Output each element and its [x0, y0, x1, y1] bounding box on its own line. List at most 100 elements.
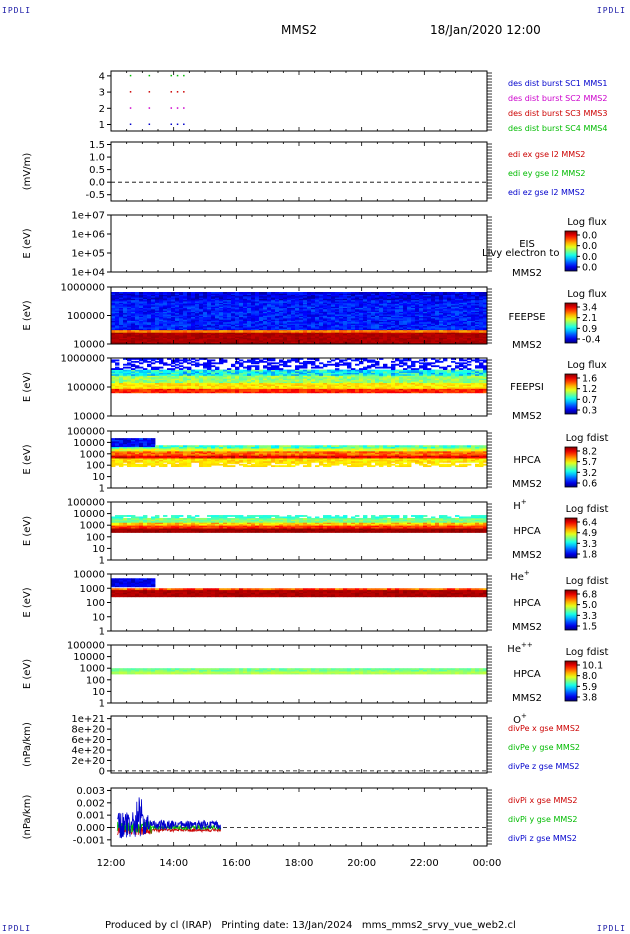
panel-divpe-legend-0: divPe x gse MMS2: [508, 724, 580, 733]
panel-feepsi-colorbar-tick-0: 1.6: [582, 374, 597, 385]
panel-feepse-spectrogram: [111, 292, 488, 345]
panel-divpe-ytick-5: 0: [99, 766, 105, 777]
panel-divpi-ytick-1: 0.002: [76, 798, 105, 809]
panel-divpi-legend-2: divPi z gse MMS2: [508, 834, 577, 843]
burst-mark-sc1-0: [129, 123, 132, 126]
panel-hpca-hepp-colorbar-tick-3: 1.5: [582, 622, 597, 633]
panel-hpca-h-ytick-0: 100000: [67, 427, 105, 438]
panel-hpca-hepp-ylabel: E (eV): [22, 587, 33, 617]
panel-eis-ytick-3: 1e+04: [71, 268, 105, 279]
panel-hpca-h-spacecraft: MMS2: [512, 479, 542, 490]
panel-hpca-o-ytick-4: 10: [92, 687, 105, 698]
burst-mark-sc4-2: [170, 74, 173, 77]
panel-hpca-h-colorbar: [564, 446, 578, 488]
panel-burst-ytick-0: 1: [99, 120, 105, 131]
burst-mark-sc1-1: [148, 123, 151, 126]
panel-hpca-h-ytick-4: 10: [92, 472, 105, 483]
corner-label-br: IPDLI: [596, 924, 626, 933]
panel-edi-legend-2: edi ez gse l2 MMS2: [508, 188, 585, 197]
panel-hpca-he-colorbar-tick-3: 1.8: [582, 550, 597, 561]
burst-mark-sc3-4: [183, 91, 185, 93]
burst-mark-sc2-4: [183, 107, 185, 109]
panel-eis-frame: [110, 214, 488, 273]
panel-hpca-he-colorbar-tick-2: 3.3: [582, 539, 597, 550]
corner-label-tl: IPDLI: [2, 6, 32, 15]
burst-mark-sc2-0: [129, 107, 132, 109]
panel-feepse-ytick-0: 1000000: [60, 283, 105, 294]
panel-feepsi-spectrogram: [111, 358, 488, 394]
panel-hpca-h-colorbar-title: Log fdist: [566, 433, 609, 444]
panel-feepse-instrument: FEEPSE: [508, 312, 545, 323]
panel-eis-ytick-0: 1e+07: [71, 211, 105, 222]
x-axis-tick-1: 14:00: [159, 858, 188, 869]
panel-feepsi-colorbar-tick-2: 0.7: [582, 395, 597, 406]
burst-mark-sc4-1: [148, 74, 151, 77]
panel-hpca-h-colorbar-tick-3: 0.6: [582, 479, 597, 490]
panel-hpca-hepp-species: He++: [507, 641, 533, 655]
panel-burst-frame: [110, 70, 488, 132]
panel-hpca-he-spacecraft: MMS2: [512, 550, 542, 561]
panel-hpca-he-ylabel: E (eV): [22, 516, 33, 546]
panel-eis-ytick-1: 1e+06: [71, 230, 105, 241]
panel-hpca-o-spacecraft: MMS2: [512, 693, 542, 704]
panel-eis-colorbar-tick-0: 0.0: [582, 231, 597, 242]
panel-hpca-hepp-ytick-4: 1: [99, 627, 105, 638]
panel-hpca-o-ytick-5: 1: [99, 699, 105, 710]
panel-hpca-h-ytick-2: 1000: [80, 449, 105, 460]
burst-mark-sc3-1: [148, 91, 151, 93]
panel-hpca-hepp-colorbar-title: Log fdist: [566, 576, 609, 587]
panel-hpca-h-ytick-1: 10000: [73, 438, 105, 449]
panel-hpca-o-colorbar-tick-3: 3.8: [582, 693, 597, 704]
panel-hpca-o-ytick-3: 100: [86, 675, 105, 686]
panel-feepse-ylabel: E (eV): [22, 300, 33, 330]
panel-hpca-o-colorbar-tick-2: 5.9: [582, 682, 597, 693]
panel-hpca-he-colorbar-tick-0: 6.4: [582, 518, 597, 529]
panel-hpca-he-colorbar-tick-1: 4.9: [582, 528, 597, 539]
burst-mark-sc4-0: [129, 74, 132, 77]
panel-hpca-hepp-instrument: HPCA: [513, 598, 541, 609]
panel-feepsi-ytick-0: 1000000: [60, 354, 105, 365]
panel-hpca-o-ylabel: E (eV): [22, 659, 33, 689]
x-axis-tick-5: 22:00: [410, 858, 439, 869]
x-axis-tick-2: 16:00: [222, 858, 251, 869]
panel-hpca-he-ytick-1: 10000: [73, 509, 105, 520]
panel-divpi-ytick-0: 0.003: [76, 786, 105, 797]
panel-hpca-h-ytick-3: 100: [86, 461, 105, 472]
burst-mark-sc2-3: [176, 107, 179, 109]
panel-feepse-colorbar-tick-0: 3.4: [582, 303, 597, 314]
panel-edi-legend-1: edi ey gse l2 MMS2: [508, 169, 586, 178]
x-axis-tick-6: 00:00: [473, 858, 502, 869]
burst-mark-sc4-3: [176, 74, 179, 77]
panel-burst-ytick-1: 2: [99, 104, 105, 115]
panel-hpca-o-instrument: HPCA: [513, 669, 541, 680]
panel-feepsi-colorbar-tick-1: 1.2: [582, 384, 597, 395]
panel-divpe-ylabel: (nPa/km): [22, 722, 33, 767]
burst-mark-sc3-0: [129, 91, 132, 93]
panel-hpca-h-instrument: HPCA: [513, 455, 541, 466]
panel-burst-legend-2: des dist burst SC3 MMS3: [508, 109, 607, 118]
panel-divpe-legend-2: divPe z gse MMS2: [508, 762, 579, 771]
panel-burst-ytick-3: 4: [99, 71, 105, 82]
panel-burst-legend-0: des dist burst SC1 MMS1: [508, 79, 607, 88]
panel-feepse-colorbar-tick-3: -0.4: [582, 335, 601, 346]
panel-eis-ylabel: E (eV): [22, 228, 33, 258]
panel-hpca-he-species: He+: [510, 569, 530, 583]
panel-hpca-hepp-spacecraft: MMS2: [512, 622, 542, 633]
panel-feepse-colorbar-title: Log flux: [567, 289, 607, 300]
panel-divpe-ytick-0: 1e+21: [71, 714, 105, 725]
panel-burst-ytick-2: 3: [99, 88, 105, 99]
burst-mark-sc2-1: [148, 107, 151, 109]
burst-mark-sc3-2: [170, 91, 173, 93]
panel-feepse-colorbar-tick-2: 0.9: [582, 324, 597, 335]
panel-feepsi-colorbar-tick-3: 0.3: [582, 406, 597, 417]
burst-mark-sc2-2: [170, 107, 173, 109]
x-axis-tick-3: 18:00: [285, 858, 314, 869]
panel-divpi-legend-0: divPi x gse MMS2: [508, 796, 577, 805]
panel-hpca-h-colorbar-tick-1: 5.7: [582, 457, 597, 468]
panel-hpca-he-ytick-5: 1: [99, 556, 105, 567]
burst-mark-sc1-2: [170, 123, 173, 126]
panel-divpi-ylabel: (nPa/km): [22, 795, 33, 840]
divpi-series-x: [117, 825, 222, 836]
panel-hpca-h-species: H+: [513, 498, 527, 512]
